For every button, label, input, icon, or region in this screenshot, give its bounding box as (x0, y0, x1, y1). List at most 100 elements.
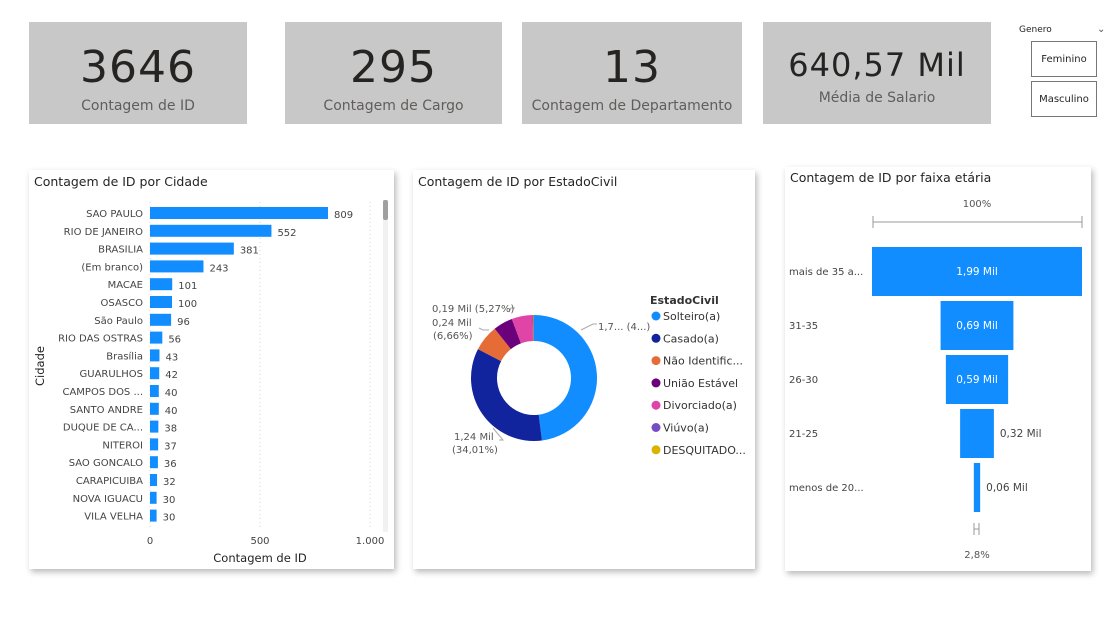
bar (150, 331, 163, 344)
bar (150, 438, 159, 451)
data-label: 96 (177, 317, 190, 328)
bar-chart-panel: Contagem de ID por Cidade SAO PAULO 809 RI… (29, 170, 394, 569)
donut-slice (511, 315, 534, 344)
category-label: mais de 35 a... (789, 267, 863, 278)
legend-marker (651, 356, 661, 366)
legend-item: Casado(a) (663, 332, 719, 345)
category-label: SANTO ANDRE (70, 405, 143, 416)
bar (150, 207, 328, 219)
bar (150, 420, 159, 433)
data-label: 552 (277, 228, 296, 239)
data-label: 0,59 Mil (956, 374, 998, 386)
kpi-label: Contagem de Cargo (323, 98, 464, 114)
data-label: 809 (334, 210, 353, 221)
slicer-option-feminino[interactable]: Feminino (1031, 41, 1097, 77)
donut-slice (532, 315, 534, 342)
top-percent-label: 100% (963, 199, 992, 210)
category-label: BRASILIA (98, 245, 143, 256)
donut-slice (477, 328, 511, 362)
category-label: menos de 20... (789, 483, 864, 494)
chevron-down-icon[interactable]: ⌄ (1097, 24, 1106, 35)
bar (150, 509, 157, 522)
data-label: 0,19 Mil (5,27%) (432, 304, 514, 315)
legend-item: DESQUITADO... (663, 444, 746, 457)
legend-item: União Estável (663, 377, 738, 390)
data-label: (34,01%) (452, 445, 498, 456)
data-label: 0,06 Mil (986, 482, 1028, 494)
leader-line (492, 427, 505, 441)
category-label: 26-30 (789, 375, 818, 386)
kpi-label: Média de Salario (818, 90, 936, 106)
legend-title: EstadoCivil (650, 294, 719, 307)
data-label: 56 (168, 335, 181, 346)
category-label: SAO GONCALO (69, 458, 143, 469)
data-label: 40 (165, 388, 178, 399)
scrollbar-track[interactable] (383, 200, 388, 532)
kpi-value: 640,57 Mil (788, 46, 966, 84)
kpi-card-id: 3646 Contagem de ID (29, 22, 247, 124)
scrollbar-thumb[interactable] (383, 200, 388, 220)
data-label: 32 (163, 477, 176, 488)
leader-line (580, 323, 597, 331)
funnel-bar (940, 301, 1014, 350)
x-axis-title: Contagem de ID (213, 551, 307, 565)
donut-slice (471, 349, 542, 441)
data-label: 38 (164, 424, 177, 435)
tick-label: 1.000 (356, 536, 385, 547)
category-label: CARAPICUIBA (76, 476, 143, 487)
chart-title: Contagem de ID por faixa etária (790, 170, 992, 185)
bar (150, 385, 159, 397)
data-label: 37 (164, 441, 177, 452)
bar (150, 456, 158, 469)
donut-chart: 1,7... (4...) 1,24 Mil (34,01%) 0,24 Mil (6,… (432, 294, 746, 457)
legend-marker (651, 445, 661, 455)
legend-item: Solteiro(a) (663, 310, 720, 323)
category-label: DUQUE DE CA... (63, 423, 143, 434)
category-label: VILA VELHA (84, 512, 143, 523)
data-label: 1,99 Mil (956, 266, 998, 278)
y-axis-title: Cidade (33, 346, 47, 386)
category-label: RIO DE JANEIRO (64, 227, 143, 238)
slicer-title: Genero (1019, 25, 1052, 35)
kpi-label: Contagem de Departamento (531, 98, 733, 114)
data-label: 40 (165, 406, 178, 417)
data-label: 243 (209, 263, 228, 274)
category-label: NITEROI (102, 440, 143, 451)
donut-chart-panel: Contagem de ID por EstadoCivil 1,7... (4… (413, 170, 755, 569)
funnel-chart: 100% mais de 35 a... 1,99 Mil 31-35 0,69 Mil… (789, 199, 1083, 561)
data-label: 30 (163, 513, 176, 524)
category-label: 31-35 (789, 321, 818, 332)
category-label: (Em branco) (81, 262, 143, 273)
data-label: 100 (178, 299, 197, 310)
legend-item: Divorciado(a) (663, 399, 737, 412)
bar (150, 260, 204, 273)
bar (150, 224, 272, 237)
bar (150, 491, 157, 504)
funnel-bar (872, 247, 1082, 296)
donut-slice (534, 315, 598, 441)
category-label: OSASCO (101, 298, 144, 309)
tick-label: 0 (147, 536, 153, 547)
category-label: NOVA IGUACU (73, 494, 143, 505)
category-label: GUARULHOS (80, 369, 144, 380)
bar (150, 349, 160, 362)
kpi-value: 13 (603, 42, 661, 93)
data-label: 0,24 Mil (432, 318, 472, 329)
category-label: RIO DAS OSTRAS (58, 334, 143, 345)
kpi-card-departamento: 13 Contagem de Departamento (522, 22, 742, 124)
legend-marker (651, 400, 661, 410)
slicer-option-masculino[interactable]: Masculino (1031, 81, 1097, 117)
category-label: MACAE (108, 280, 143, 291)
data-label: 101 (178, 281, 197, 292)
kpi-card-salario: 640,57 Mil Média de Salario (763, 22, 991, 124)
bar (150, 278, 173, 291)
funnel-bar (945, 355, 1009, 404)
funnel-bar (960, 409, 994, 458)
kpi-value: 295 (350, 42, 437, 93)
legend-marker (651, 333, 661, 343)
data-label: 0,69 Mil (956, 320, 998, 332)
data-label: 36 (164, 459, 177, 470)
category-label: São Paulo (94, 316, 143, 327)
data-label: 42 (165, 370, 178, 381)
